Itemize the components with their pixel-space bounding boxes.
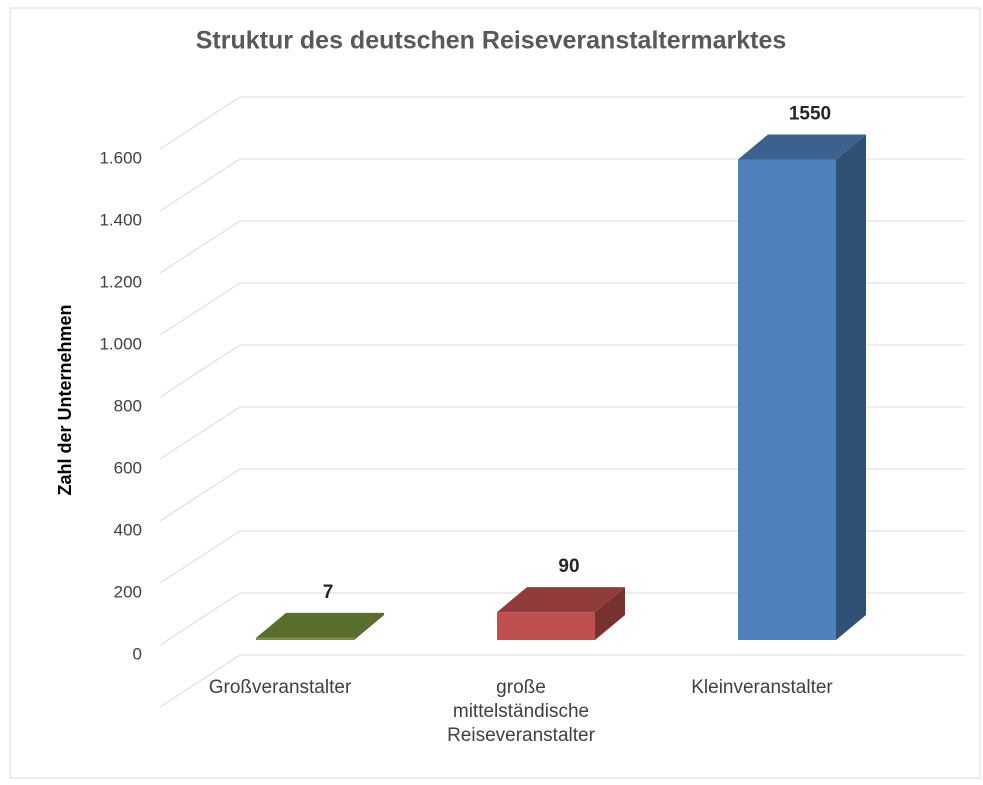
bar-side	[836, 134, 866, 640]
grid-line	[159, 406, 241, 460]
bar	[256, 637, 354, 640]
grid-line	[159, 282, 241, 336]
x-tick-label: Kleinveranstalter	[691, 677, 833, 698]
bar-top	[497, 587, 625, 613]
y-axis-label: Zahl der Unternehmen	[55, 304, 75, 495]
y-tick-label: 1.600	[99, 148, 142, 167]
y-tick-label: 200	[114, 582, 142, 601]
grid-line	[159, 592, 241, 646]
bar-top	[256, 612, 384, 638]
grid-line	[159, 530, 241, 584]
frame	[9, 7, 981, 779]
y-tick-label: 0	[133, 644, 142, 663]
y-tick-label: 800	[114, 396, 142, 415]
grid-line	[159, 468, 241, 522]
bar-side	[595, 587, 625, 640]
bar-side	[354, 612, 384, 640]
grid-line	[159, 344, 241, 398]
y-tick-label: 1.200	[99, 272, 142, 291]
grid-line	[159, 654, 241, 708]
grid-line	[159, 220, 241, 274]
x-tick-label: Großveranstalter	[208, 677, 352, 698]
grid-line	[159, 96, 241, 150]
x-tick-label: große mittelständische Reiseveranstalter	[447, 677, 595, 746]
data-label: 7	[323, 582, 334, 603]
data-label: 90	[558, 556, 579, 577]
bar	[738, 159, 836, 640]
y-tick-label: 1.000	[99, 334, 142, 353]
bar	[497, 612, 595, 640]
y-tick-label: 1.400	[99, 210, 142, 229]
grid-line	[159, 158, 241, 212]
data-label: 1550	[789, 104, 831, 125]
bar-top	[738, 134, 866, 160]
y-tick-label: 400	[114, 520, 142, 539]
chart-title: Struktur des deutschen Reiseveranstalter…	[196, 27, 787, 55]
y-tick-label: 600	[114, 458, 142, 477]
